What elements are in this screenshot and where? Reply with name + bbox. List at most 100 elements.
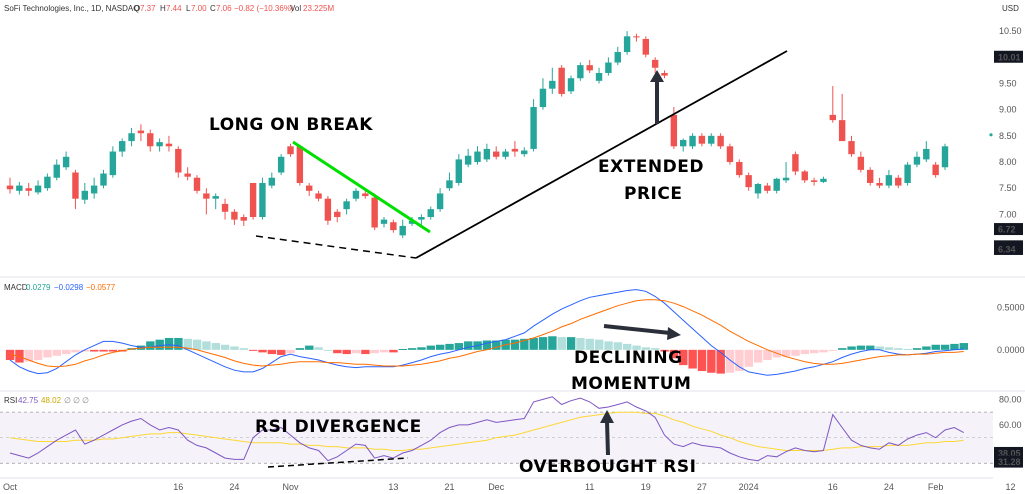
ascending-trendline[interactable]	[415, 50, 788, 259]
candle	[521, 147, 528, 157]
high-value: 7.44	[166, 4, 182, 13]
candle-body	[380, 219, 388, 224]
candle	[932, 162, 939, 178]
candle-body	[399, 225, 406, 236]
candle	[754, 182, 762, 199]
candle-body	[343, 201, 350, 210]
rsi-divergence-dashed-line[interactable]	[267, 457, 409, 468]
macd-histogram-bar	[800, 349, 810, 355]
candle	[6, 177, 14, 194]
candle	[483, 143, 491, 163]
macd-histogram-bar	[810, 349, 819, 354]
candle-body	[895, 177, 902, 186]
currency-label[interactable]: USD	[1002, 4, 1019, 13]
candle-body	[932, 164, 939, 176]
extended-price-arrow[interactable]	[650, 70, 664, 124]
candle	[371, 193, 378, 231]
rsi-badge-label: 38.05	[998, 448, 1021, 458]
candle-body	[352, 190, 360, 199]
candle	[268, 172, 275, 189]
macd-histogram-bar	[744, 349, 753, 367]
candle-body	[829, 114, 836, 121]
candle	[100, 169, 107, 189]
candle-body	[277, 156, 285, 173]
macd-histogram-bar	[838, 348, 847, 350]
candle-body	[820, 178, 827, 182]
macd-histogram-bar	[5, 349, 15, 361]
macd-legend-name[interactable]: MACD	[4, 283, 28, 292]
rsi-legend-extra-1: ∅	[64, 396, 71, 405]
candle-body	[44, 176, 51, 189]
symbol-title[interactable]: SoFi Technologies, Inc., 1D, NASDAQ	[4, 4, 139, 13]
candle	[390, 219, 397, 233]
candle-body	[923, 148, 930, 160]
chart-background	[0, 0, 993, 494]
candle-body	[81, 190, 88, 200]
candle-body	[362, 193, 369, 197]
candle-body	[390, 222, 397, 231]
macd-histogram-bar	[716, 349, 725, 374]
annotation-momentum: MOMENTUM	[571, 374, 691, 394]
rsi-legend-name[interactable]: RSI	[4, 396, 17, 405]
candle	[558, 65, 565, 97]
macd-histogram-bar	[707, 349, 716, 373]
candle	[231, 209, 238, 225]
lower-lows-dashed-line[interactable]	[255, 235, 417, 259]
time-axis-label: 16	[828, 482, 838, 492]
candle-body	[521, 150, 528, 155]
candle	[221, 198, 229, 220]
macd-histogram-bar	[286, 349, 295, 354]
price-tick-label: 9.50	[999, 78, 1017, 88]
candle	[184, 167, 191, 181]
overbought-rsi-arrow[interactable]	[600, 410, 614, 456]
macd-histogram-bar	[959, 343, 968, 350]
macd-histogram-bar	[828, 349, 838, 351]
candle	[698, 133, 706, 147]
price-tick-label: 8.00	[999, 157, 1017, 167]
candle-body	[156, 142, 163, 147]
macd-histogram-bar	[856, 345, 866, 350]
candle	[249, 182, 257, 220]
macd-histogram-bar	[192, 339, 202, 350]
volume-label: Vol	[290, 4, 301, 13]
macd-histogram-bar	[566, 337, 576, 350]
rsi-legend-value: 42.75	[18, 396, 39, 405]
price-tick-label: 10.50	[999, 26, 1022, 36]
candle	[577, 62, 584, 81]
candle-body	[72, 172, 79, 199]
macd-line	[9, 289, 964, 376]
candle-body	[642, 38, 649, 55]
rsi-badge: 31.28	[994, 455, 1023, 468]
annotation-overbought-rsi: OVERBOUGHT RSI	[519, 457, 696, 477]
candle-body	[941, 146, 949, 168]
candle	[642, 36, 649, 58]
descending-trendline[interactable]	[292, 140, 431, 234]
macd-histogram-bar	[585, 338, 594, 350]
candle	[689, 133, 696, 149]
candle	[193, 175, 201, 194]
candle	[539, 78, 547, 110]
candle-body	[418, 217, 425, 220]
declining-momentum-arrow[interactable]	[603, 324, 681, 340]
candle-body	[680, 140, 687, 147]
macd-histogram-bar	[407, 348, 417, 350]
candle-body	[165, 143, 173, 147]
time-axis-label: Oct	[3, 482, 18, 492]
candle-body	[838, 120, 846, 142]
candle	[867, 167, 874, 186]
time-axis-label: 2024	[739, 482, 759, 492]
candle	[315, 190, 322, 202]
macd-histogram-bar	[894, 348, 903, 350]
candle	[109, 146, 117, 178]
candle-body	[511, 148, 519, 152]
candle	[53, 159, 60, 181]
candle	[427, 206, 434, 220]
price-badge-bg	[994, 50, 1023, 63]
macd-histogram-bar	[146, 341, 155, 350]
candle-body	[259, 182, 266, 218]
candle	[90, 177, 98, 199]
candle	[156, 138, 163, 152]
candle	[259, 177, 266, 220]
candle-body	[231, 211, 238, 220]
